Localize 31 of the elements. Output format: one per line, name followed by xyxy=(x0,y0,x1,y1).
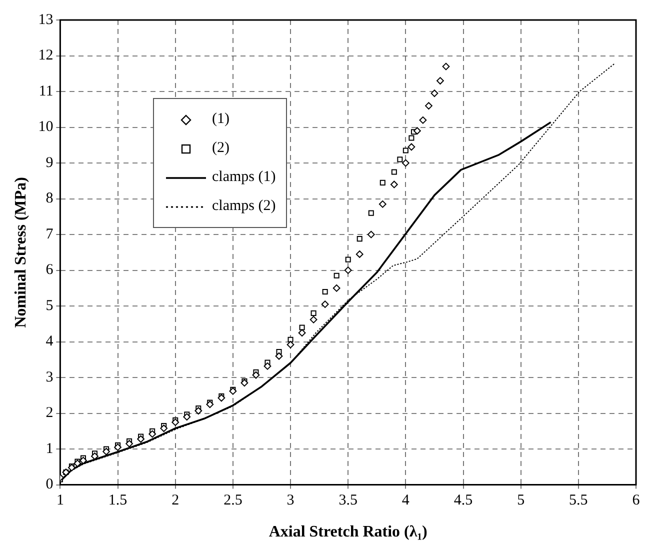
x-tick-label: 1 xyxy=(56,492,64,509)
x-tick-label: 4 xyxy=(402,492,410,509)
y-tick-label: 7 xyxy=(46,226,54,242)
y-tick-label: 9 xyxy=(46,154,54,171)
y-tick-label: 5 xyxy=(46,298,54,314)
x-axis-title: Axial Stretch Ratio (λ₁) xyxy=(268,524,428,541)
y-tick-label: 8 xyxy=(46,190,54,207)
y-tick-label: 10 xyxy=(38,119,54,136)
x-tick-label: 5.5 xyxy=(569,492,588,509)
y-tick-label: 4 xyxy=(46,334,54,350)
legend-label: (2) xyxy=(212,139,230,158)
y-tick-label: 13 xyxy=(38,12,54,28)
legend-label: (1) xyxy=(212,110,230,129)
y-tick-label: 1 xyxy=(46,440,54,457)
x-tick-label: 2 xyxy=(172,492,180,509)
y-tick-label: 11 xyxy=(38,83,54,100)
x-tick-label: 5 xyxy=(517,492,525,509)
y-tick-label: 3 xyxy=(46,369,54,386)
x-tick-label: 6 xyxy=(632,492,640,509)
legend-label: clamps (2) xyxy=(212,197,276,216)
y-tick-label: 6 xyxy=(46,262,54,278)
x-tick-label: 3 xyxy=(286,492,294,509)
y-tick-label: 12 xyxy=(38,48,54,64)
y-axis-title: Nominal Stress (MPa) xyxy=(12,177,30,328)
y-tick-label: 0 xyxy=(46,476,54,493)
x-tick-label: 2.5 xyxy=(224,492,242,509)
y-tick-label: 2 xyxy=(46,405,54,422)
x-tick-label: 1.5 xyxy=(108,492,128,509)
legend-label: clamps (1) xyxy=(212,168,276,187)
x-tick-label: 4.5 xyxy=(454,492,473,509)
x-tick-label: 3.5 xyxy=(338,492,358,509)
